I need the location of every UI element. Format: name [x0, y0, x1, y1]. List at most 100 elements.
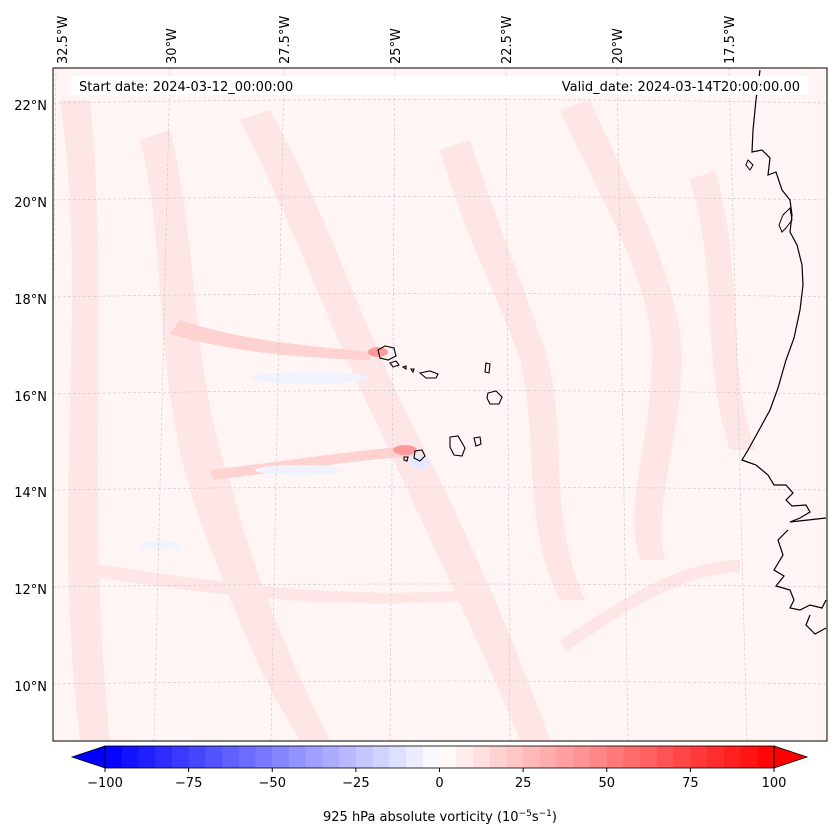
vorticity-streak [240, 110, 550, 740]
parallel-line [53, 293, 827, 298]
colorbar-cell [138, 746, 156, 768]
meridian-line [270, 68, 285, 741]
colorbar-cell [506, 746, 524, 768]
colorbar: −100 −75 −50 −25 0 25 50 75 100 925 hPa absolute… [70, 745, 809, 825]
lat-label: 10°N [14, 680, 47, 695]
parallel-line [53, 99, 827, 104]
map-frame [52, 67, 828, 742]
meridian-line [505, 68, 511, 741]
colorbar-cell [489, 746, 507, 768]
parallel-line [53, 390, 827, 395]
valid-date-label: Valid_date: 2024-03-14T20:00:00.00 [562, 80, 800, 95]
colorbar-cell [439, 746, 457, 768]
vorticity-streak [60, 100, 110, 740]
colorbar-tick-label: −100 [87, 776, 123, 791]
colorbar-cell [355, 746, 374, 768]
colorbar-tick-label: 100 [762, 776, 787, 791]
vorticity-streak [560, 100, 682, 560]
colorbar-cell [372, 746, 390, 768]
colorbar-cell [606, 746, 624, 768]
island-sal [484, 362, 491, 374]
vorticity-field [53, 68, 827, 741]
vorticity-streak [170, 320, 370, 360]
map-panel: Start date: 2024-03-12_00:00:00 Valid_da… [52, 67, 828, 742]
colorbar-cell [155, 746, 173, 768]
meridian-line [728, 68, 748, 741]
colorbar-cell [406, 746, 424, 768]
parallel-line [53, 486, 827, 491]
parallel-line [53, 196, 827, 201]
colorbar-cell [573, 746, 591, 768]
vorticity-streak [140, 130, 330, 740]
colorbar-cell [556, 746, 574, 768]
africa-coastline [741, 69, 827, 635]
colorbar-tick-label: −50 [259, 776, 286, 791]
colorbar-cell [305, 746, 323, 768]
lon-label: 20°W [611, 28, 626, 64]
colorbar-cell [272, 746, 290, 768]
cape-verde-peninsula [778, 206, 793, 233]
graticule [53, 68, 827, 741]
colorbar-cell [673, 746, 691, 768]
colorbar-tick-label: −25 [342, 776, 369, 791]
lat-label: 14°N [14, 486, 47, 501]
coast-island [745, 159, 754, 171]
latitude-labels: 22°N 20°N 18°N 16°N 14°N 12°N 10°N [14, 99, 47, 695]
colorbar-cell [723, 746, 742, 768]
colorbar-tick-label: −75 [175, 776, 202, 791]
colorbar-cell [656, 746, 675, 768]
vorticity-streak [560, 560, 740, 652]
colorbar-cell [740, 746, 758, 768]
island-santo-antao [377, 345, 397, 361]
lat-label: 22°N [14, 99, 47, 114]
start-date-label: Start date: 2024-03-12_00:00:00 [79, 80, 293, 95]
colorbar-ticks: −100 −75 −50 −25 0 25 50 75 100 [87, 768, 786, 791]
lat-label: 20°N [14, 196, 47, 211]
island-sao-nicolau [418, 370, 439, 379]
colorbar-cell [757, 746, 775, 768]
vorticity-negative-patch [250, 372, 370, 384]
date-header-strip [71, 76, 808, 95]
lon-label: 32.5°W [56, 16, 71, 64]
island-islet [409, 368, 415, 374]
colorbar-label: 925 hPa absolute vorticity (10−5s−1) [323, 809, 557, 825]
colorbar-cell [539, 746, 558, 768]
vorticity-streak [690, 170, 755, 450]
lat-label: 18°N [14, 293, 47, 308]
colorbar-cell [288, 746, 307, 768]
meridian-line [153, 68, 171, 741]
vorticity-negative-patch [410, 455, 430, 469]
colorbar-cell [222, 746, 240, 768]
island-sao-vicente [389, 360, 400, 368]
colorbar-cell [590, 746, 608, 768]
lat-label: 12°N [14, 583, 47, 598]
cape-verde-islands [377, 345, 503, 462]
lon-label: 25°W [389, 28, 404, 64]
colorbar-tick-label: 25 [515, 776, 532, 791]
colorbar-cells [105, 746, 775, 768]
island-santa-luzia [401, 365, 407, 371]
meridian-line [389, 68, 396, 741]
island-fogo [413, 449, 426, 462]
lon-label: 30°W [165, 28, 180, 64]
lat-label: 16°N [14, 390, 47, 405]
colorbar-cell [707, 746, 725, 768]
island-boa-vista [486, 390, 503, 405]
colorbar-cell [456, 746, 474, 768]
colorbar-cell [238, 746, 257, 768]
lon-label: 17.5°W [723, 16, 738, 64]
colorbar-cell [188, 746, 206, 768]
colorbar-cell [523, 746, 541, 768]
colorbar-cell [690, 746, 708, 768]
colorbar-tick-label: 50 [598, 776, 615, 791]
colorbar-cell [389, 746, 407, 768]
meridian-line [616, 68, 629, 741]
colorbar-cell [121, 746, 139, 768]
colorbar-min-extend [70, 745, 106, 769]
longitude-labels: 32.5°W 30°W 27.5°W 25°W 22.5°W 20°W 17.5… [56, 16, 738, 64]
lon-label: 22.5°W [500, 16, 515, 64]
colorbar-cell [623, 746, 641, 768]
meridian-line [53, 68, 57, 346]
vorticity-positive-peak [393, 445, 417, 455]
